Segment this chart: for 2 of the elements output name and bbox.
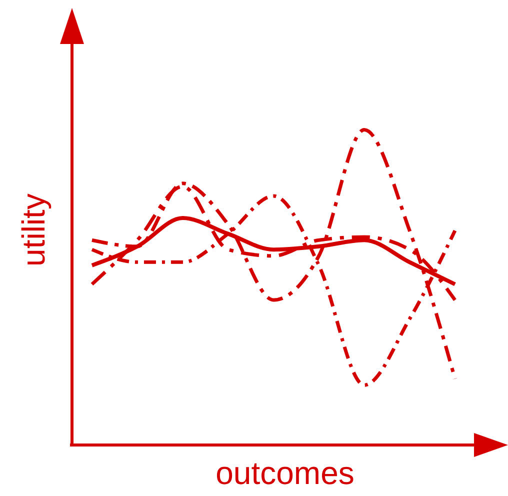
y-axis-title: utility — [16, 194, 52, 266]
x-axis-title: outcomes — [214, 455, 356, 492]
